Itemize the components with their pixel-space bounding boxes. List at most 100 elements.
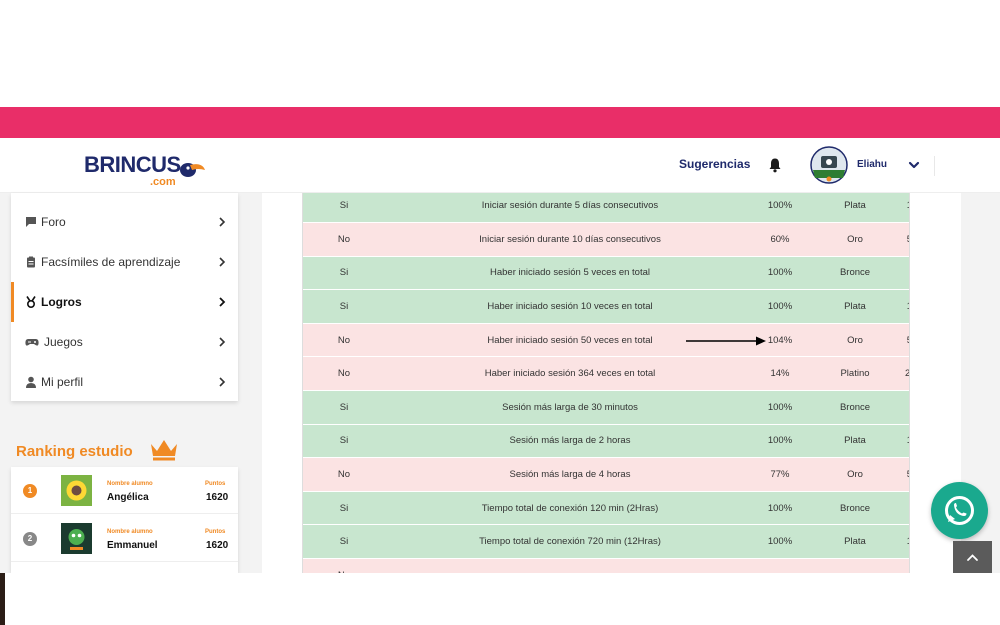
- achievement-level: Plata: [805, 424, 905, 459]
- student-name: Angélica: [107, 492, 149, 503]
- achievement-description: Iniciar sesión durante 10 días consecuti…: [385, 222, 755, 257]
- achievement-description: Haber iniciado sesión 10 veces en total: [385, 289, 755, 324]
- sunflower-avatar: [61, 475, 92, 506]
- achievement-description: [385, 558, 755, 573]
- sidebar-item-label: Logros: [41, 295, 82, 309]
- progress-percent: 100%: [755, 491, 805, 526]
- sidebar-menu: Foro Facsímiles de aprendizaje Logros: [11, 193, 238, 401]
- ranking-row[interactable]: 2 Nombre alumno Emmanuel Puntos 1620: [11, 515, 238, 562]
- toucan-icon: [180, 163, 205, 177]
- achievement-description: Tiempo total de conexión 120 min (2Hras): [385, 491, 755, 526]
- achievement-points: 200: [905, 356, 909, 392]
- chat-icon: [26, 217, 36, 227]
- page-footer-area: [0, 573, 1000, 625]
- achievement-level: Plata: [805, 193, 905, 224]
- achievement-row: Si Tiempo total de conexión 720 min (12Hr…: [303, 524, 909, 560]
- chevron-right-icon: [219, 337, 226, 347]
- user-name[interactable]: Eliahu: [857, 159, 888, 170]
- whatsapp-icon: [945, 496, 974, 525]
- sidebar-item-mi-perfil[interactable]: Mi perfil: [11, 362, 238, 402]
- achieved-cell: No: [303, 457, 385, 492]
- achieved-cell: Si: [303, 289, 385, 324]
- gamepad-icon: [25, 339, 39, 346]
- achievement-level: Oro: [805, 222, 905, 257]
- achievement-row: Si Iniciar sesión durante 5 días consecut…: [303, 193, 909, 224]
- scroll-to-top-button[interactable]: [953, 541, 992, 573]
- sidebar-item-label: Mi perfil: [41, 375, 84, 389]
- progress-percent: 14%: [755, 356, 805, 392]
- sidebar-item-logros[interactable]: Logros: [11, 282, 238, 322]
- achievement-level: Bronce: [805, 491, 905, 526]
- achieved-cell: No: [303, 323, 385, 358]
- achievement-row: No Haber iniciado sesión 50 veces en tota…: [303, 323, 909, 358]
- achievement-description: Haber iniciado sesión 5 veces en total: [385, 256, 755, 291]
- rank-badge: 2: [23, 532, 37, 546]
- chevron-down-icon[interactable]: [907, 158, 921, 172]
- achievement-points: 50: [905, 457, 909, 492]
- progress-percent: 100%: [755, 424, 805, 459]
- achievement-row: Si Tiempo total de conexión 120 min (2Hra…: [303, 491, 909, 526]
- achievement-row: Si Haber iniciado sesión 10 veces en tota…: [303, 289, 909, 324]
- sidebar-item-foro[interactable]: Foro: [11, 202, 238, 242]
- student-name-label: Nombre alumno: [107, 529, 153, 535]
- chevron-right-icon: [219, 297, 226, 307]
- chevron-up-icon: [967, 554, 978, 561]
- achievement-points: 50: [905, 323, 909, 358]
- sidebar-item-label: Foro: [41, 215, 66, 229]
- points-label: Puntos: [205, 481, 226, 487]
- arrow-annotation: [686, 336, 766, 346]
- achievement-row: No: [303, 558, 909, 573]
- suggestions-link[interactable]: Sugerencias: [679, 157, 751, 171]
- progress-percent: [755, 558, 805, 573]
- achievements-table-container: Si Iniciar sesión durante 5 días consecut…: [302, 193, 910, 573]
- achieved-cell: Si: [303, 193, 385, 224]
- achieved-cell: Si: [303, 390, 385, 425]
- achievement-description: Sesión más larga de 2 horas: [385, 424, 755, 459]
- achievement-points: [905, 558, 909, 573]
- left-edge-shadow: [0, 573, 5, 625]
- achieved-cell: Si: [303, 491, 385, 526]
- top-accent-bar: [0, 107, 1000, 138]
- achievement-points: 15: [905, 193, 909, 224]
- achievement-row: Si Haber iniciado sesión 5 veces en total…: [303, 256, 909, 291]
- student-name: Emmanuel: [107, 540, 158, 551]
- achievement-row: Si Sesión más larga de 30 minutos 100% Bron…: [303, 390, 909, 425]
- clipboard-icon: [27, 256, 35, 268]
- sidebar-item-juegos[interactable]: Juegos: [11, 322, 238, 362]
- ranking-title: Ranking estudio: [16, 443, 133, 460]
- achievement-description: Haber iniciado sesión 50 veces en total: [385, 323, 755, 358]
- achievement-row: No Haber iniciado sesión 364 veces en tot…: [303, 356, 909, 392]
- achievement-level: Platino: [805, 356, 905, 392]
- monster-avatar: [61, 523, 92, 554]
- achievement-level: Bronce: [805, 390, 905, 425]
- whatsapp-button[interactable]: [931, 482, 988, 539]
- progress-percent: 100%: [755, 524, 805, 560]
- achievement-description: Sesión más larga de 30 minutos: [385, 390, 755, 425]
- user-icon: [26, 376, 36, 388]
- achievement-description: Tiempo total de conexión 720 min (12Hras…: [385, 524, 755, 560]
- achievement-level: Oro: [805, 457, 905, 492]
- progress-percent: 100%: [755, 193, 805, 224]
- chevron-right-icon: [219, 257, 226, 267]
- top-navbar: BRINCUS .com Sugerencias Eliahu: [0, 138, 1000, 193]
- sidebar-item-label: Facsímiles de aprendizaje: [41, 255, 181, 269]
- bell-icon[interactable]: [767, 157, 783, 173]
- sidebar-item-label: Juegos: [44, 335, 83, 349]
- achievement-row: No Iniciar sesión durante 10 días consecu…: [303, 222, 909, 257]
- rank-badge: 1: [23, 484, 37, 498]
- achievement-level: Bronce: [805, 256, 905, 291]
- user-avatar[interactable]: [807, 146, 851, 184]
- achievement-level: [805, 558, 905, 573]
- ranking-row[interactable]: 1 Nombre alumno Angélica Puntos 1620: [11, 467, 238, 514]
- ranking-list: 1 Nombre alumno Angélica Puntos 1620 2 N…: [11, 467, 238, 573]
- sidebar-item-facsimiles[interactable]: Facsímiles de aprendizaje: [11, 242, 238, 282]
- chevron-right-icon: [219, 217, 226, 227]
- student-points: 1620: [206, 540, 229, 551]
- achievement-level: Plata: [805, 289, 905, 324]
- achievements-table: Si Iniciar sesión durante 5 días consecut…: [303, 193, 909, 573]
- brand-sub: .com: [150, 176, 176, 188]
- achievement-points: 50: [905, 222, 909, 257]
- nav-divider: [934, 156, 935, 176]
